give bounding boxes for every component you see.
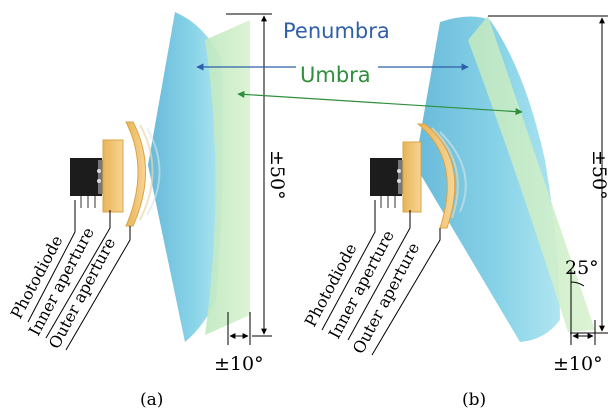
photodiode-a (70, 158, 104, 208)
inner-aperture-a (102, 139, 124, 213)
outer-aperture-leader-b (371, 228, 441, 356)
photodiode-leader-a (27, 200, 76, 323)
photodiode-leader-b (321, 200, 376, 331)
photodiode-b (370, 158, 404, 208)
horizontal-angle-label-b: ±10° (553, 353, 603, 375)
panel-a-caption: (a) (140, 390, 163, 410)
tilt-angle-label-b: 25° (565, 257, 599, 279)
inner-aperture-leader-a (45, 210, 111, 339)
horizontal-angle-label-a: ±10° (214, 353, 264, 375)
tilt-angle-arc-b (570, 281, 585, 287)
vertical-angle-label-b: ±50° (588, 150, 610, 200)
umbra-label: Umbra (300, 63, 371, 87)
outer-aperture-b (416, 123, 456, 229)
panel-b-caption: (b) (462, 390, 486, 410)
outer-aperture-a (125, 121, 146, 227)
inner-aperture-leader-b (347, 210, 411, 341)
panel-a: Photodiode Inner aperture Outer aperture… (7, 12, 288, 410)
vertical-angle-label-a: ±50° (266, 150, 288, 200)
outer-aperture-leader-a (65, 226, 131, 351)
inner-aperture-b (402, 141, 422, 213)
umbra-pointer (237, 90, 523, 116)
penumbra-label: Penumbra (283, 19, 390, 43)
penumbra-region-a (148, 12, 224, 342)
